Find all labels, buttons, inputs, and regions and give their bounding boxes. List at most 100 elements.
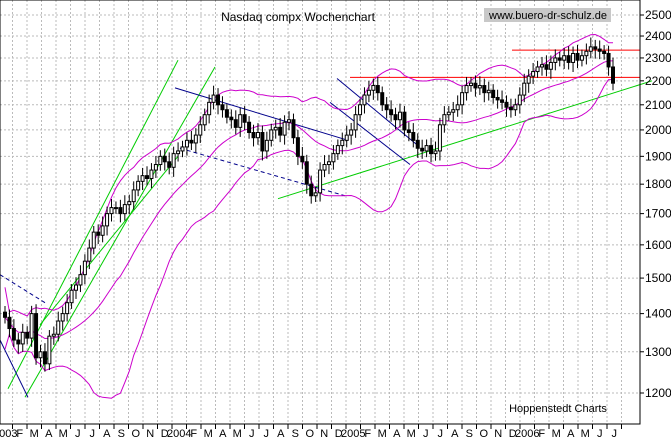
candle bbox=[411, 123, 416, 148]
candle bbox=[491, 84, 496, 104]
candle bbox=[415, 133, 420, 158]
x-tick-label: O bbox=[479, 428, 488, 440]
x-tick-label: M bbox=[30, 428, 39, 440]
candle bbox=[295, 129, 300, 166]
candle-body bbox=[433, 150, 438, 155]
candle bbox=[29, 305, 34, 347]
uptrend-channel-lower bbox=[24, 66, 216, 398]
candle bbox=[429, 137, 434, 163]
candle-body bbox=[579, 55, 584, 61]
candle-body bbox=[522, 82, 527, 96]
y-tick-label: 2100 bbox=[645, 98, 671, 112]
x-tick-label: F bbox=[538, 428, 545, 440]
candle-body bbox=[588, 46, 593, 52]
candle bbox=[486, 81, 491, 101]
candle bbox=[264, 131, 269, 159]
candle-body bbox=[500, 99, 505, 103]
candle bbox=[344, 125, 349, 148]
candle-body bbox=[411, 132, 416, 141]
chart-title: Nasdaq compx Wochenchart bbox=[221, 10, 376, 24]
candle-body bbox=[566, 55, 571, 63]
candle bbox=[393, 107, 398, 130]
candle bbox=[233, 110, 238, 135]
candle bbox=[105, 206, 110, 236]
candle-body bbox=[340, 139, 345, 147]
candle bbox=[593, 39, 598, 59]
candle bbox=[340, 132, 345, 155]
candle-body bbox=[335, 145, 340, 155]
bollinger-upper bbox=[4, 33, 613, 317]
candle bbox=[331, 145, 336, 170]
candle bbox=[446, 106, 451, 121]
x-tick-label: M bbox=[407, 428, 416, 440]
candle-body bbox=[74, 284, 79, 291]
candle-body bbox=[526, 75, 531, 84]
candle bbox=[477, 76, 482, 95]
candle bbox=[162, 148, 167, 171]
candle-body bbox=[87, 247, 92, 262]
y-tick-label: 1900 bbox=[645, 149, 671, 163]
candle-body bbox=[544, 64, 549, 70]
candle bbox=[167, 152, 172, 175]
candle bbox=[304, 154, 309, 194]
candle-body bbox=[60, 313, 65, 322]
candle-body bbox=[468, 82, 473, 87]
candle bbox=[149, 163, 154, 189]
candle bbox=[548, 55, 553, 79]
2005-down-channel-lower bbox=[329, 101, 411, 165]
candle-body bbox=[531, 71, 536, 77]
candle-body bbox=[158, 155, 163, 166]
x-tick-label: J bbox=[249, 428, 255, 440]
candle-body bbox=[51, 333, 56, 337]
candle-body bbox=[366, 89, 371, 96]
x-tick-label: F bbox=[190, 428, 197, 440]
candle-body bbox=[362, 94, 367, 106]
candle bbox=[273, 119, 278, 139]
x-tick-label: A bbox=[277, 428, 285, 440]
candle bbox=[96, 224, 101, 245]
candle-body bbox=[184, 139, 189, 148]
candle-body bbox=[109, 207, 114, 215]
candle-body bbox=[504, 101, 509, 108]
y-tick-label: 1400 bbox=[645, 307, 671, 321]
x-tick-label: A bbox=[219, 428, 227, 440]
x-tick-label: J bbox=[90, 428, 96, 440]
candle bbox=[406, 122, 411, 142]
x-tick-label: 2003 bbox=[0, 428, 17, 440]
plot-frame bbox=[0, 0, 641, 425]
candle bbox=[278, 117, 283, 143]
candle-body bbox=[96, 231, 101, 236]
candle bbox=[437, 117, 442, 161]
candle-body bbox=[100, 225, 105, 236]
candle-body bbox=[424, 145, 429, 152]
candle-body bbox=[176, 150, 181, 155]
candle bbox=[455, 95, 460, 117]
candlesticks bbox=[3, 37, 615, 372]
candle-body bbox=[535, 66, 540, 73]
candle bbox=[255, 123, 260, 145]
candle bbox=[588, 37, 593, 59]
candle bbox=[118, 199, 123, 223]
candle-body bbox=[437, 124, 442, 152]
candle bbox=[145, 166, 150, 186]
candle-body bbox=[473, 82, 478, 89]
candle-body bbox=[295, 137, 300, 157]
candle bbox=[309, 175, 314, 204]
candle-body bbox=[162, 155, 167, 163]
candle bbox=[544, 55, 549, 77]
candle bbox=[602, 45, 607, 60]
candle-body bbox=[420, 147, 425, 152]
y-tick-label: 1300 bbox=[645, 345, 671, 359]
candle bbox=[451, 101, 456, 121]
uptrend-channel-mid bbox=[39, 156, 179, 326]
x-tick-label: S bbox=[466, 428, 473, 440]
candle-body bbox=[82, 260, 87, 276]
candle-body bbox=[548, 61, 553, 70]
candle bbox=[127, 194, 132, 215]
x-tick-label: M bbox=[204, 428, 213, 440]
candle bbox=[42, 343, 47, 372]
candle bbox=[380, 86, 385, 112]
candle bbox=[20, 323, 25, 352]
candle bbox=[60, 306, 65, 331]
